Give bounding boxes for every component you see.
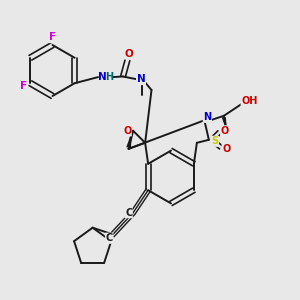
Text: O: O [220, 126, 229, 136]
Text: H: H [105, 72, 113, 82]
Text: C: C [125, 208, 132, 218]
Polygon shape [126, 132, 132, 147]
Text: N: N [98, 71, 106, 82]
Text: F: F [49, 32, 56, 43]
Text: C: C [106, 233, 113, 243]
Text: O: O [124, 49, 134, 59]
Text: O: O [222, 144, 230, 154]
Text: OH: OH [241, 96, 258, 106]
Polygon shape [222, 117, 227, 132]
Text: F: F [20, 81, 27, 91]
Text: N: N [136, 74, 146, 85]
Text: O: O [123, 126, 131, 136]
Text: N: N [203, 112, 211, 122]
Text: S: S [211, 136, 218, 146]
